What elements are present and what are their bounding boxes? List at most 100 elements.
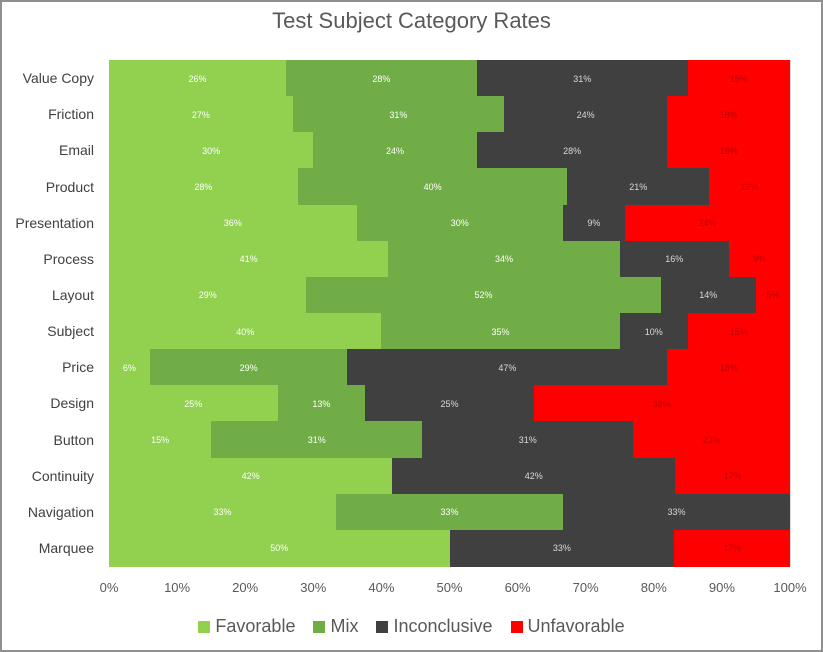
gridline xyxy=(790,60,791,566)
bar-segment-inconclusive: 24% xyxy=(503,96,668,134)
legend-item-favorable: Favorable xyxy=(198,616,295,637)
bar-segment-favorable: 28% xyxy=(109,168,298,206)
bar-segment-unfavorable: 18% xyxy=(667,132,790,170)
y-axis-label: Process xyxy=(43,250,94,267)
bar-segment-favorable: 27% xyxy=(109,96,293,134)
plot-area: 26% 28% 31% 15% 27% 31% 24% 18% 30% 24% 28% 18% 28% 4… xyxy=(109,60,791,567)
bar-row: 25% 13% 25% 38% xyxy=(109,385,790,423)
bar-segment-inconclusive: 9% xyxy=(562,204,625,242)
y-axis-label: Presentation xyxy=(15,214,94,231)
chart-title: Test Subject Category Rates xyxy=(272,8,551,33)
bar-row: 6% 29% 47% 18% xyxy=(109,349,790,387)
x-axis-tick: 50% xyxy=(436,580,463,595)
bar-segment-mix: 52% xyxy=(306,276,661,314)
bar-segment-mix: 31% xyxy=(211,421,423,459)
bar-segment-mix: 29% xyxy=(149,349,348,387)
bar-segment-mix: 34% xyxy=(388,240,620,278)
bar-segment-inconclusive: 31% xyxy=(422,421,634,459)
bar-segment-unfavorable: 5% xyxy=(755,276,790,314)
bar-segment-unfavorable: 17% xyxy=(674,529,790,567)
bar-segment-unfavorable: 38% xyxy=(533,385,790,423)
x-axis-tick: 80% xyxy=(640,580,667,595)
bar-row: 26% 28% 31% 15% xyxy=(109,60,790,97)
bar-row: 40% 35% 10% 15% xyxy=(109,313,790,350)
x-axis-tick: 70% xyxy=(572,580,599,595)
legend-item-inconclusive: Inconclusive xyxy=(376,616,493,637)
bar-segment-favorable: 15% xyxy=(109,421,212,459)
bar-segment-unfavorable: 15% xyxy=(687,60,790,97)
bar-segment-inconclusive: 10% xyxy=(619,313,688,350)
bar-segment-unfavorable: 17% xyxy=(675,457,790,495)
bar-segment-inconclusive: 28% xyxy=(476,132,668,170)
y-axis-label: Continuity xyxy=(31,467,94,484)
bar-segment-favorable: 42% xyxy=(109,457,393,495)
bar-row: 36% 30% 9% 24% xyxy=(109,204,790,242)
x-axis-tick: 40% xyxy=(368,580,395,595)
legend-swatch-icon xyxy=(198,620,211,633)
bar-segment-inconclusive: 21% xyxy=(567,168,710,206)
legend-item-mix: Mix xyxy=(313,616,358,637)
bar-segment-favorable: 25% xyxy=(109,385,278,423)
bar-row: 50% 33% 17% xyxy=(109,529,790,567)
bar-segment-mix: 24% xyxy=(313,132,477,170)
bar-segment-mix: 28% xyxy=(286,60,477,97)
x-axis-tick: 60% xyxy=(504,580,531,595)
bar-row: 30% 24% 28% 18% xyxy=(109,132,790,170)
y-axis-label: Product xyxy=(45,178,94,195)
y-axis-label: Navigation xyxy=(27,503,94,520)
bar-segment-mix: 31% xyxy=(292,96,504,134)
bar-segment-favorable: 36% xyxy=(109,204,357,242)
bar-segment-favorable: 6% xyxy=(109,349,150,387)
y-axis-label: Marquee xyxy=(38,539,94,556)
bar-segment-mix: 35% xyxy=(381,313,620,350)
bar-segment-favorable: 29% xyxy=(109,276,307,314)
y-axis-label: Email xyxy=(58,142,94,159)
bar-segment-inconclusive: 14% xyxy=(660,276,756,314)
bar-segment-unfavorable: 15% xyxy=(687,313,790,350)
legend-swatch-icon xyxy=(510,620,523,633)
bar-segment-favorable: 26% xyxy=(109,60,287,97)
x-axis-tick: 10% xyxy=(164,580,191,595)
bar-row: 27% 31% 24% 18% xyxy=(109,96,790,134)
bar-segment-unfavorable: 23% xyxy=(633,421,790,459)
bar-segment-unfavorable: 18% xyxy=(667,349,790,387)
y-axis-label: Value Copy xyxy=(22,70,94,87)
y-axis-label: Button xyxy=(53,431,94,448)
legend-label: Favorable xyxy=(215,616,296,636)
x-axis-tick: 90% xyxy=(708,580,735,595)
bar-segment-mix: 40% xyxy=(297,168,568,206)
bar-segment-favorable: 30% xyxy=(109,132,314,170)
bar-segment-mix: 30% xyxy=(356,204,563,242)
x-axis-tick: 30% xyxy=(300,580,327,595)
legend: Favorable Mix Inconclusive Unfavorable xyxy=(0,616,823,637)
bar-segment-inconclusive: 31% xyxy=(476,60,688,97)
legend-label: Mix xyxy=(330,616,359,636)
bar-row: 29% 52% 14% 5% xyxy=(109,276,790,314)
y-axis-label: Design xyxy=(50,395,94,412)
bar-segment-unfavorable: 18% xyxy=(667,96,790,134)
bar-segment-inconclusive: 25% xyxy=(365,385,534,423)
bar-row: 28% 40% 21% 12% xyxy=(109,168,790,206)
bar-row: 41% 34% 16% 9% xyxy=(109,240,790,278)
y-axis-label: Layout xyxy=(51,286,94,303)
legend-swatch-icon xyxy=(376,620,389,633)
bar-segment-mix: 13% xyxy=(277,385,366,423)
bar-segment-inconclusive: 16% xyxy=(619,240,729,278)
bar-segment-unfavorable: 9% xyxy=(728,240,790,278)
y-axis-label: Price xyxy=(62,359,94,376)
bar-row: 15% 31% 31% 23% xyxy=(109,421,790,459)
bar-segment-inconclusive: 33% xyxy=(563,493,790,531)
bar-segment-inconclusive: 42% xyxy=(392,457,676,495)
bar-segment-mix: 33% xyxy=(336,493,563,531)
x-axis-tick: 20% xyxy=(232,580,259,595)
bar-row: 33% 33% 33% xyxy=(109,493,790,531)
y-axis-label: Subject xyxy=(47,323,94,340)
bar-row: 42% 42% 17% xyxy=(109,457,790,495)
bar-segment-inconclusive: 47% xyxy=(347,349,668,387)
bar-segment-favorable: 40% xyxy=(109,313,382,350)
bar-segment-inconclusive: 33% xyxy=(449,529,675,567)
x-axis-tick: 100% xyxy=(773,580,807,595)
bar-segment-favorable: 33% xyxy=(109,493,336,531)
legend-label: Unfavorable xyxy=(527,616,625,636)
x-axis-tick: 0% xyxy=(99,580,119,595)
